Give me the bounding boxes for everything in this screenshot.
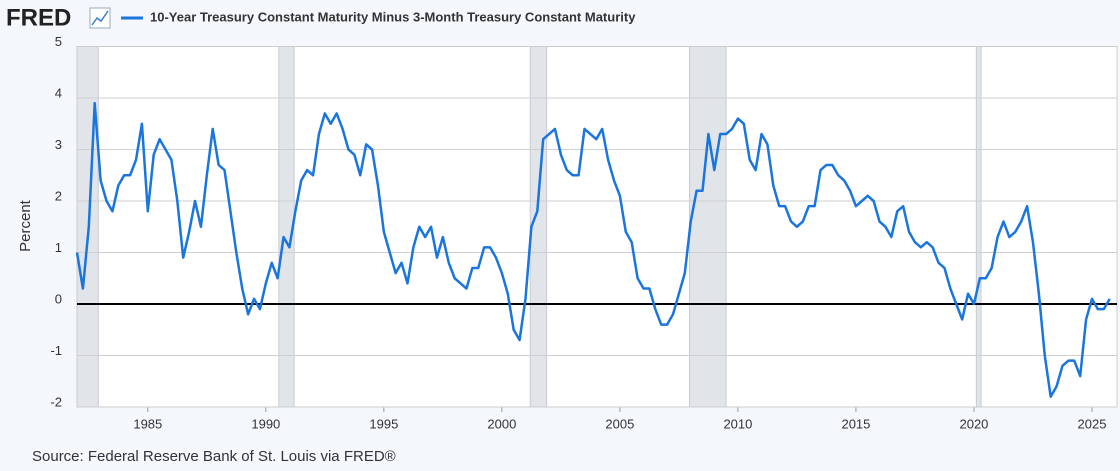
data-line — [75, 101, 1111, 398]
logo: FRED — [6, 4, 71, 31]
x-tick-label: 1985 — [133, 416, 162, 431]
y-tick-label: 2 — [55, 188, 62, 203]
y-tick-label: -2 — [50, 394, 62, 409]
plot-area — [77, 46, 1117, 407]
x-tick-label: 2010 — [723, 416, 752, 431]
recession-band — [689, 46, 727, 408]
logo-icon — [89, 7, 111, 29]
x-tick-label: 2005 — [605, 416, 634, 431]
plot-border — [76, 46, 1118, 408]
logo-icon-line — [91, 10, 109, 26]
y-tick-label: 0 — [55, 291, 62, 306]
y-tick-label: 1 — [55, 240, 62, 255]
source: Source: Federal Reserve Bank of St. Loui… — [32, 448, 396, 465]
y-tick-label: 5 — [55, 34, 62, 49]
recession-band — [975, 46, 982, 408]
x-tick-label: 2025 — [1078, 416, 1107, 431]
y-tick-label: 4 — [55, 85, 62, 100]
y-tick-label: 3 — [55, 137, 62, 152]
x-tick-label: 1995 — [369, 416, 398, 431]
y-tick-label: -1 — [50, 343, 62, 358]
x-tick-label: 2015 — [841, 416, 870, 431]
y-axis-label: Percent — [17, 199, 34, 252]
x-tick-label: 1990 — [251, 416, 280, 431]
x-tick-label: 2000 — [487, 416, 516, 431]
legend-label: 10-Year Treasury Constant Maturity Minus… — [150, 9, 636, 24]
x-tick-label: 2020 — [959, 416, 988, 431]
